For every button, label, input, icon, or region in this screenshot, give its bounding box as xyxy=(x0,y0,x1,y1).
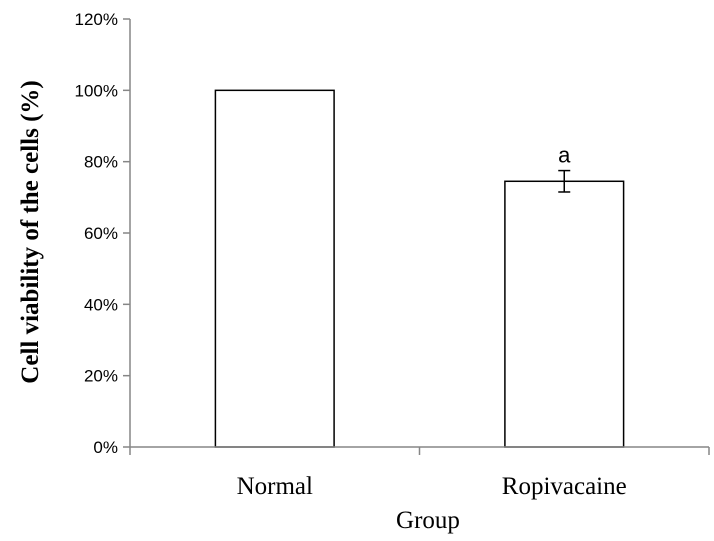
y-tick-label: 40% xyxy=(84,295,118,314)
y-tick-label: 60% xyxy=(84,224,118,243)
x-tick-label: Normal xyxy=(237,473,313,500)
x-axis-title: Group xyxy=(396,507,460,534)
axes xyxy=(129,19,709,448)
bar xyxy=(504,180,625,448)
x-axis-ticks: Normal Ropivacaine xyxy=(129,447,710,500)
y-tick-label: 0% xyxy=(93,438,118,457)
y-axis-ticks: 0% 20% 40% 60% 80% 100% 120% xyxy=(75,10,130,457)
x-tick-label: Ropivacaine xyxy=(502,473,627,500)
significance-label: a xyxy=(558,143,571,168)
bars: a xyxy=(214,89,625,448)
bar xyxy=(214,89,335,448)
y-tick-label: 100% xyxy=(75,81,118,100)
y-tick-label: 120% xyxy=(75,10,118,29)
y-tick-label: 80% xyxy=(84,153,118,172)
y-axis-title: Cell viability of the cells (%) xyxy=(17,80,44,383)
y-tick-label: 20% xyxy=(84,367,118,386)
